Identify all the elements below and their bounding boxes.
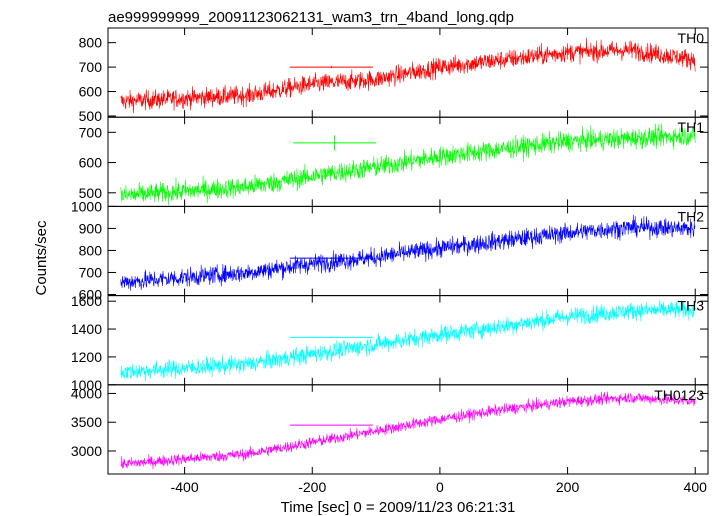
panels: 500 600 700 800 TH0 500 600 700 TH1 600 700 800 900 1… xyxy=(71,27,709,495)
x-axis-label: Time [sec] 0 = 2009/11/23 06:21:31 xyxy=(281,499,516,516)
series-line-th3 xyxy=(120,299,696,382)
panel-th0: 500 600 700 800 TH0 xyxy=(79,27,709,124)
x-tick-label: -400 xyxy=(171,479,199,495)
series-line-th1 xyxy=(120,123,696,206)
x-tick-label: 0 xyxy=(436,479,444,495)
series-line-th0123 xyxy=(120,391,696,470)
y-axis-label: Counts/sec xyxy=(33,220,50,296)
y-tick-label: 700 xyxy=(79,264,103,280)
x-tick-label: 400 xyxy=(684,479,708,495)
reference-point-th3 xyxy=(289,336,373,339)
reference-point-th0 xyxy=(289,66,373,69)
x-tick-label: 200 xyxy=(556,479,580,495)
y-tick-label: 1000 xyxy=(71,377,102,393)
y-tick-label: 1400 xyxy=(71,321,102,337)
y-tick-label: 600 xyxy=(79,84,103,100)
y-tick-label: 1000 xyxy=(71,198,102,214)
y-tick-label: 700 xyxy=(79,59,103,75)
y-tick-label: 1200 xyxy=(71,349,102,365)
chart-title: ae999999999_20091123062131_wam3_trn_4ban… xyxy=(108,9,514,26)
y-tick-label: 1600 xyxy=(71,293,102,309)
y-tick-label: 3500 xyxy=(71,414,102,430)
y-tick-label: 500 xyxy=(79,108,103,124)
panel-th3: 1000 1200 1400 1600 TH3 xyxy=(71,293,709,393)
panel-frame xyxy=(107,295,709,386)
y-tick-label: 500 xyxy=(79,185,103,201)
panel-th2: 600 700 800 900 1000 TH2 xyxy=(71,198,709,302)
panel-label: TH1 xyxy=(678,119,705,135)
series-line-th2 xyxy=(120,214,696,291)
panel-th0123: 3000 3500 4000 -400 -200 0 200 400 TH0123 xyxy=(71,384,709,495)
x-tick-label: -200 xyxy=(298,479,326,495)
panel-label: TH2 xyxy=(678,208,705,224)
panel-th1: 500 600 700 TH1 xyxy=(79,116,709,207)
y-tick-label: 3000 xyxy=(71,443,102,459)
y-tick-label: 4000 xyxy=(71,385,102,401)
panel-label: TH0 xyxy=(678,30,705,46)
panel-label: TH0123 xyxy=(654,387,704,403)
series-line-th0 xyxy=(120,37,696,114)
panel-frame xyxy=(107,384,709,475)
panel-label: TH3 xyxy=(678,298,705,314)
y-tick-label: 900 xyxy=(79,220,103,236)
y-tick-label: 600 xyxy=(79,286,103,302)
reference-point-th0123 xyxy=(289,424,373,426)
y-tick-label: 700 xyxy=(79,124,103,140)
y-tick-label: 800 xyxy=(79,35,103,51)
y-tick-label: 800 xyxy=(79,242,103,258)
reference-point-th1 xyxy=(293,135,377,151)
reference-point-th2 xyxy=(289,257,373,260)
y-tick-label: 600 xyxy=(79,155,103,171)
